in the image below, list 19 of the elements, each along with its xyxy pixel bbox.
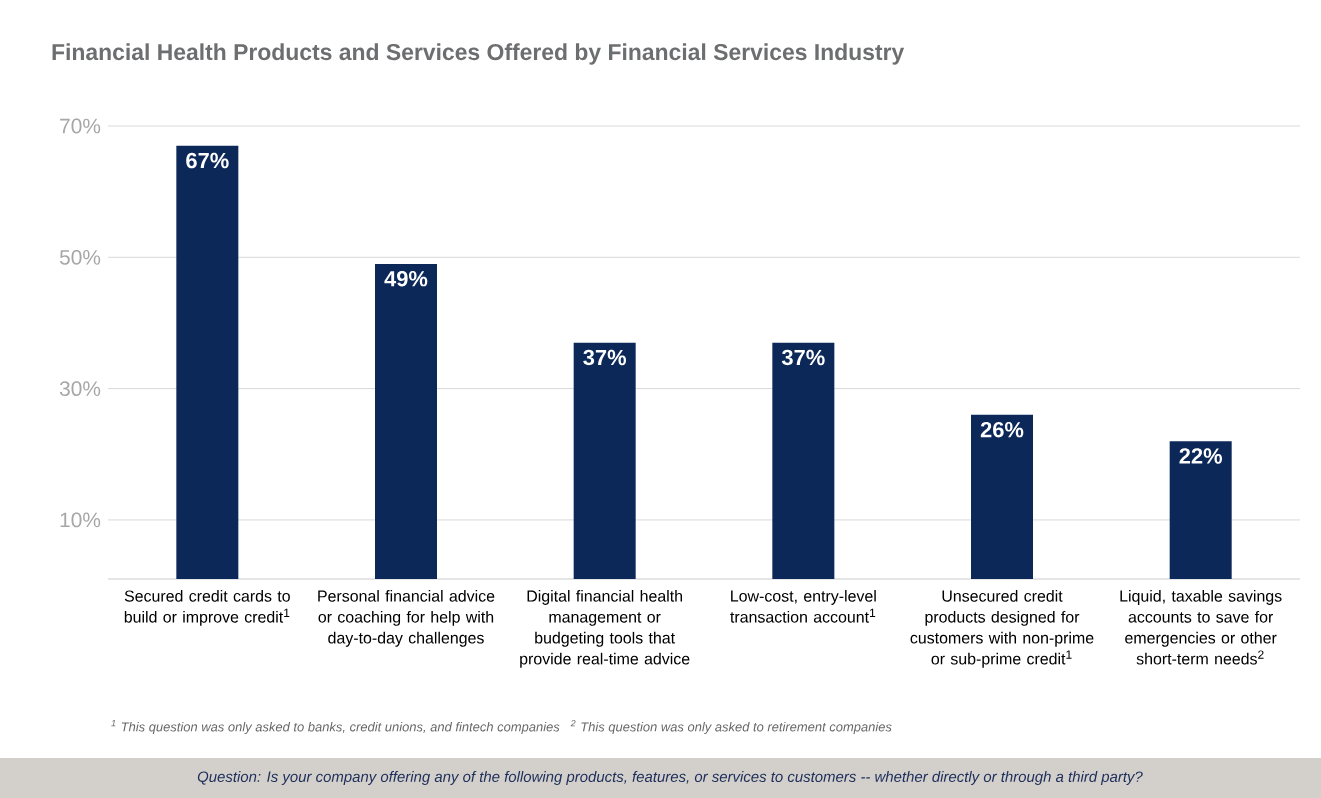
chart-title: Financial Health Products and Services Offered by Financial Services Industry: [52, 43, 905, 65]
data-label: 26%: [980, 421, 1024, 438]
data-label: 49%: [384, 270, 428, 287]
y-tick-label: 30%: [59, 381, 101, 397]
x-tick-label: Personal financial advice or coaching for help with day-to-day challenges: [318, 590, 495, 647]
data-label: 37%: [781, 349, 825, 366]
y-tick-label: 50%: [59, 249, 101, 265]
data-label: 37%: [583, 349, 627, 366]
y-tick-label: 70%: [60, 118, 101, 134]
x-tick-label: Low-cost, entry-level transaction account$^{1}$: [730, 590, 876, 623]
y-tick-label: 10%: [60, 512, 101, 528]
x-tick-label: Liquid, taxable savings accounts to save for emergencies or other short-term needs$^{2}$: [1120, 590, 1282, 665]
text: $^{1}$ This question was only asked to banks, credit unions, and fintech companies $^{2}$ This question was only asked to retirement companies: [111, 720, 892, 735]
data-label: 22%: [1179, 448, 1223, 464]
data-label: 67%: [186, 152, 229, 169]
x-tick-label: Secured credit cards to build or improve credit$^{1}$: [124, 590, 290, 626]
text: Question: Is your company offering any of the following products, features, or services to customers -- whether directly or through a third party?: [197, 771, 1143, 785]
x-tick-label: Unsecured credit products designed for customers with non-prime or sub-prime credit$^{1}$: [910, 590, 1094, 668]
x-tick-label: Digital financial health management or budgeting tools that provide real-time advice: [520, 590, 690, 668]
